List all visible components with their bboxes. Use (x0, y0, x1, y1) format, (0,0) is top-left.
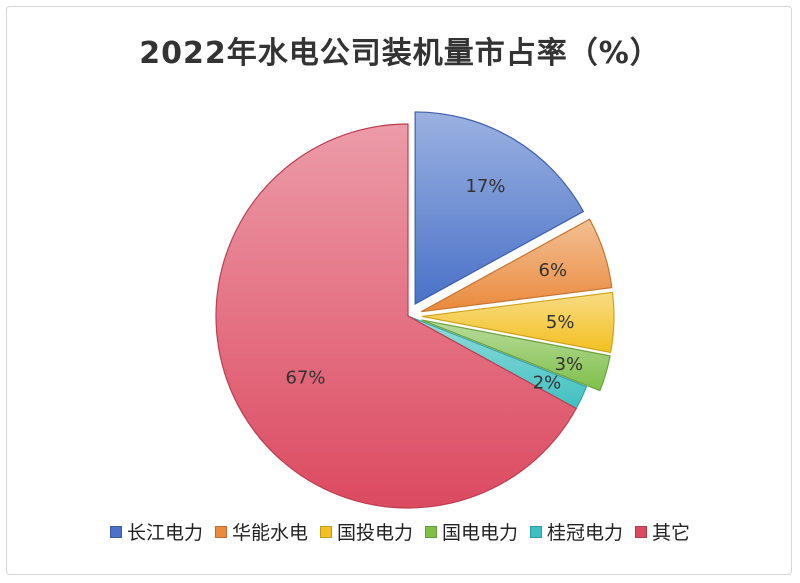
legend-item-5: 其它 (635, 518, 690, 545)
legend-label-5: 其它 (652, 522, 691, 544)
legend-swatch-4 (530, 525, 543, 538)
legend-swatch-0 (109, 525, 122, 538)
legend-swatch-3 (425, 525, 437, 538)
legend-swatch-5 (635, 525, 648, 538)
legend-item-3: 国电电力 (425, 518, 518, 545)
data-label-0: 17% (465, 176, 505, 197)
legend-item-4: 桂冠电力 (530, 518, 623, 545)
pie-slice-3 (421, 319, 611, 392)
pie-slice-0 (414, 111, 585, 305)
legend-label-0: 长江电力 (126, 522, 203, 544)
data-label-2: 5% (546, 312, 575, 333)
chart-title: 2022年水电公司装机量市占率（%） (139, 36, 661, 71)
data-label-5: 67% (285, 368, 325, 389)
data-label-4: 2% (533, 372, 562, 393)
data-label-1: 6% (539, 260, 568, 281)
legend-swatch-2 (319, 525, 332, 538)
legend-label-3: 国电电力 (442, 522, 519, 544)
pie-slice-5 (215, 123, 578, 509)
legend-label-4: 桂冠电力 (547, 522, 624, 544)
pie-slice-1 (421, 218, 613, 313)
legend: 长江电力 华能水电 国投电力 国电电力 桂冠电力 其它 (0, 518, 800, 545)
legend-swatch-1 (214, 525, 227, 538)
legend-item-2: 国投电力 (319, 518, 413, 545)
pie-slice-2 (421, 291, 615, 354)
legend-item-1: 华能水电 (214, 518, 308, 545)
legend-item-0: 长江电力 (109, 518, 203, 545)
legend-label-1: 华能水电 (231, 522, 308, 544)
data-label-3: 3% (555, 354, 584, 375)
legend-label-2: 国投电力 (336, 522, 413, 544)
